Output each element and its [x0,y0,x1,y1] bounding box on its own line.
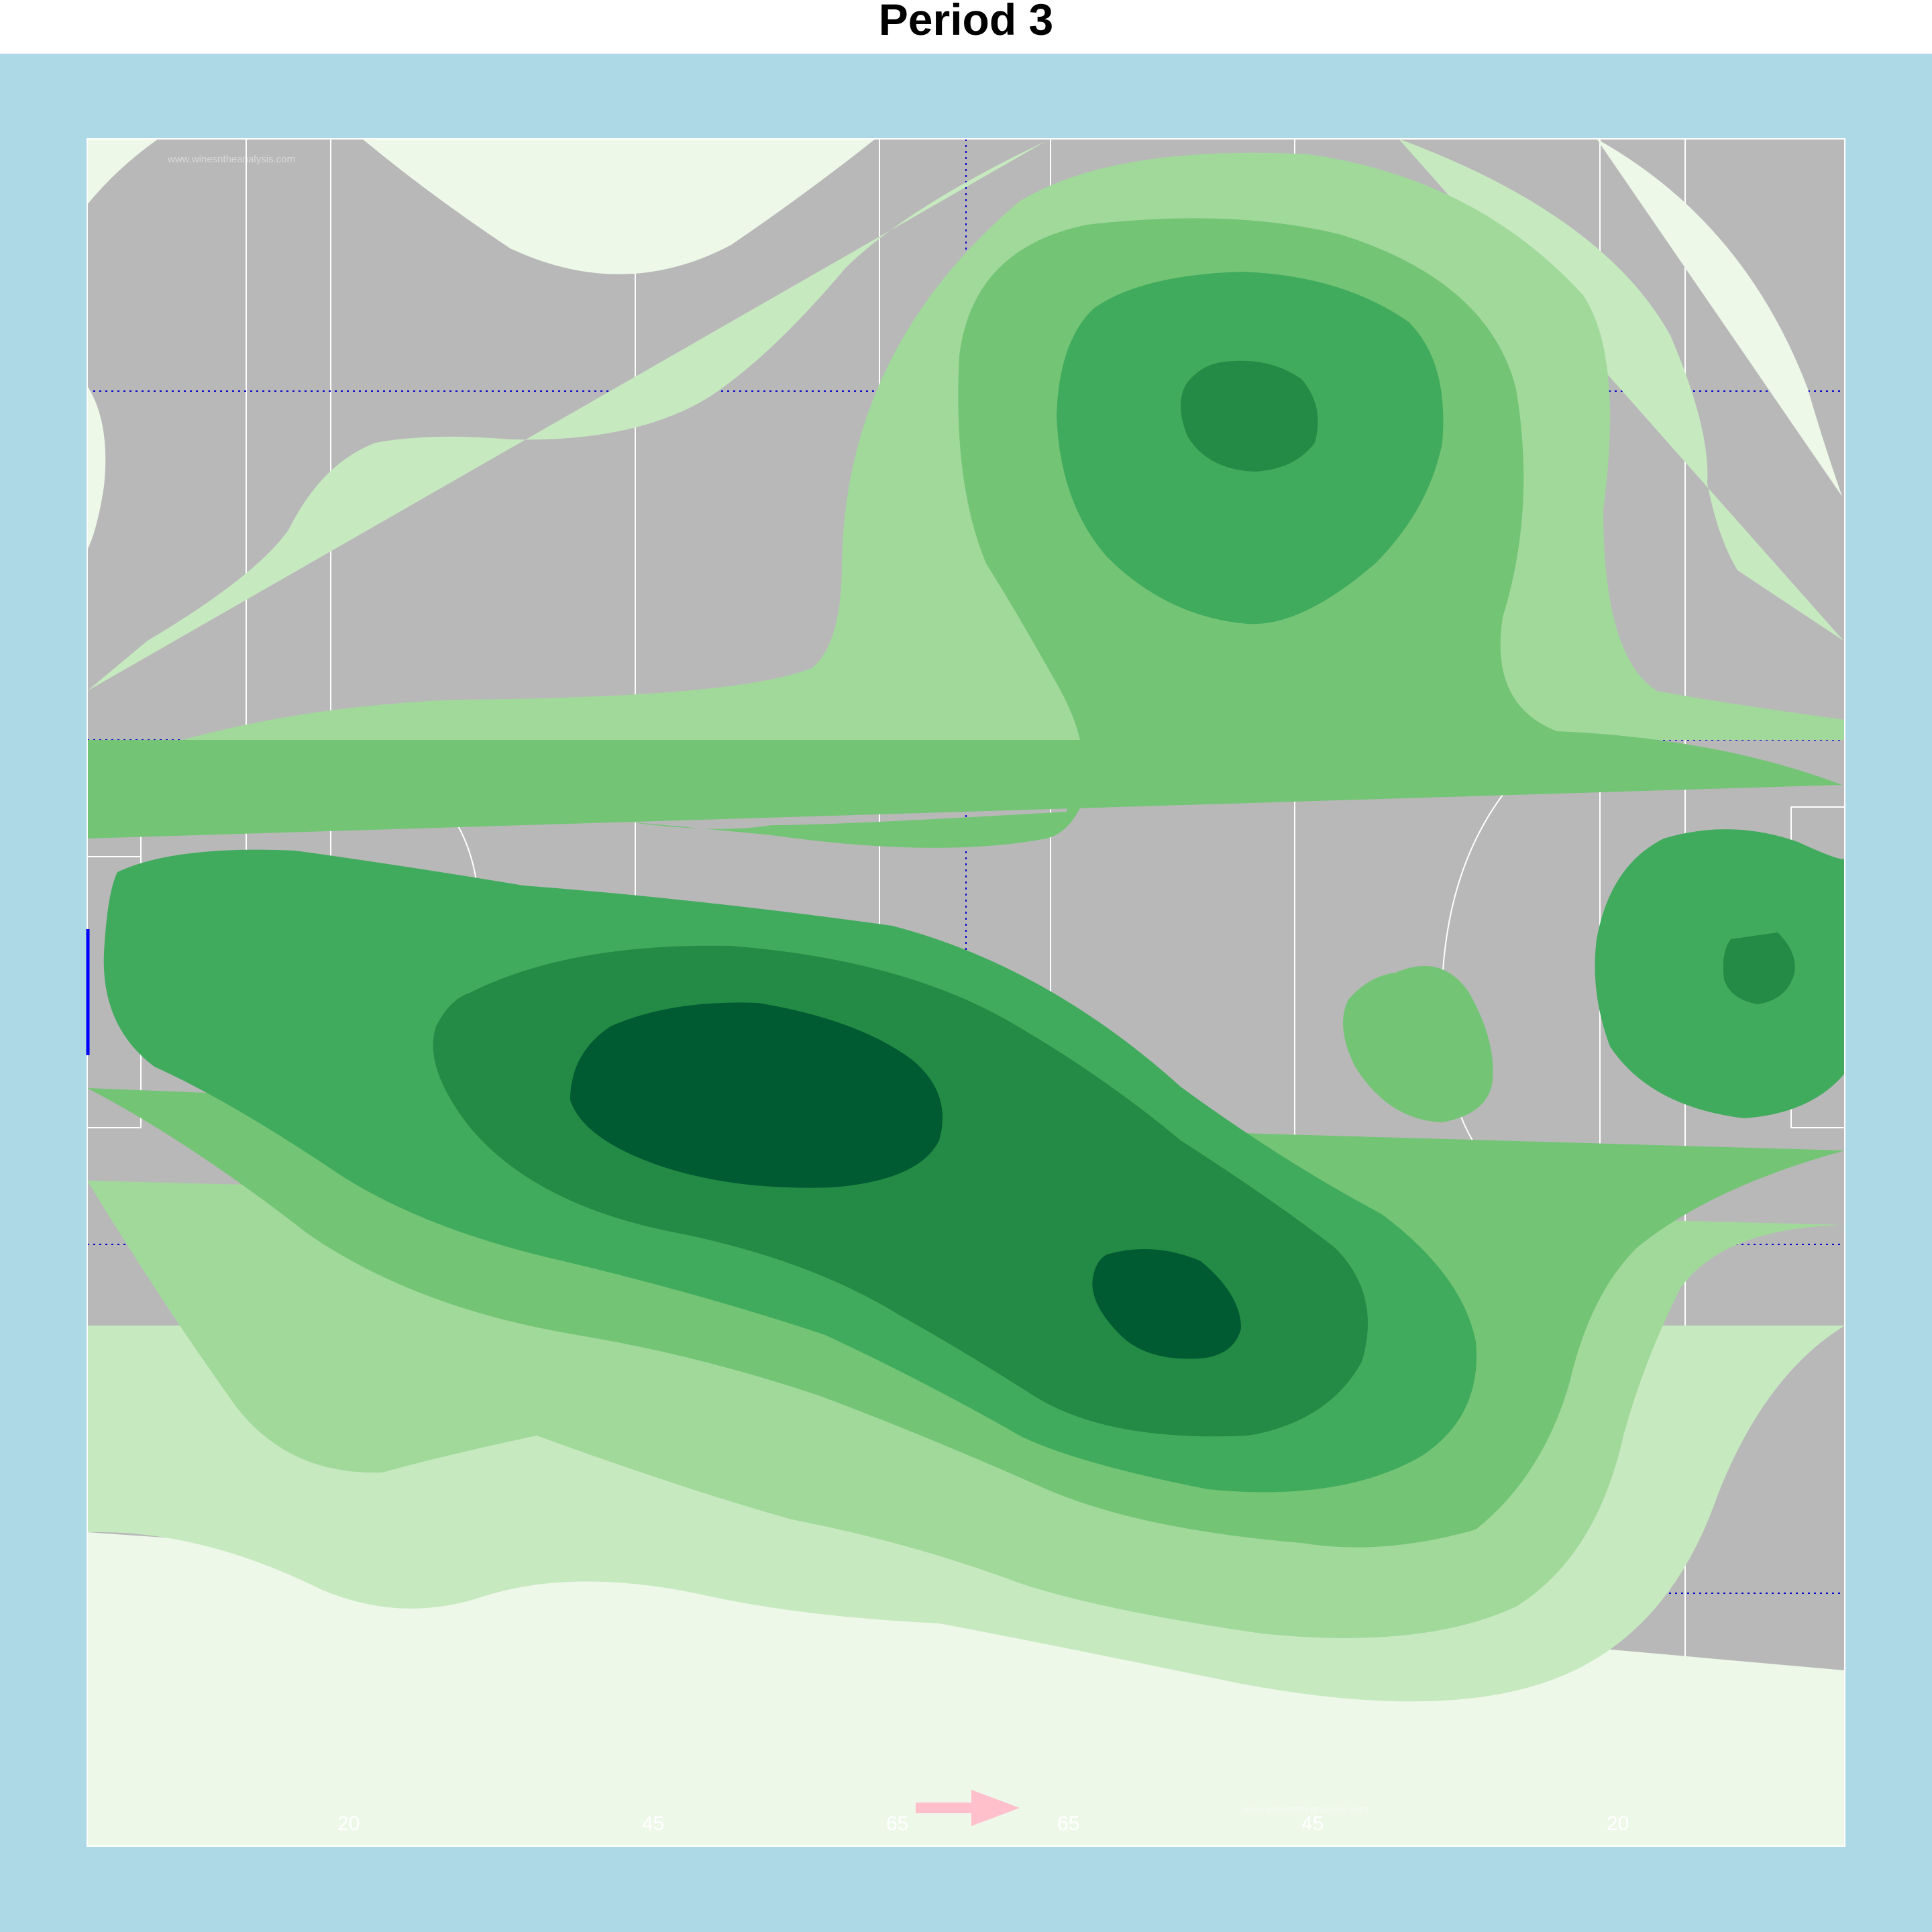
contour-level4-center-patch [87,740,1089,848]
contour-level1-bottom-band [87,1532,1845,1846]
yard-label: 45 [1301,1813,1324,1835]
yard-label: 65 [1057,1813,1079,1835]
contour-level1-top-left-corner [87,139,158,205]
title-band [0,0,1932,54]
contour-level6-right-peak [1723,932,1795,1004]
watermark-top-left: www.winesntheanalysis.com [167,154,295,165]
contour-level4-right-blob [1343,966,1493,1122]
density-contours [87,139,1845,1846]
contour-level1-top-center [362,139,875,274]
yard-label: 20 [1607,1813,1629,1835]
contour-level5-right-peak [1595,829,1845,1118]
contour-level2-diagonal-streak [87,141,1046,691]
watermark-bottom-right: www.winesntheanalysis.com [1240,1804,1368,1815]
yard-label: 45 [642,1813,664,1835]
yard-label: 65 [886,1813,908,1835]
direction-arrow-icon [916,1790,1020,1826]
contour-level1-left-edge [87,386,106,550]
chart-title: Period 3 [879,0,1053,44]
contour-level1-top-right-wedge [1597,139,1842,496]
contour-level6-top-peak [1181,360,1318,472]
yard-label: 20 [337,1813,360,1835]
yard-labels: 20 45 65 65 45 20 [337,1813,1629,1835]
contour-level7-center-peak [570,1002,943,1188]
contour-level7-lower-peak [1092,1249,1241,1359]
